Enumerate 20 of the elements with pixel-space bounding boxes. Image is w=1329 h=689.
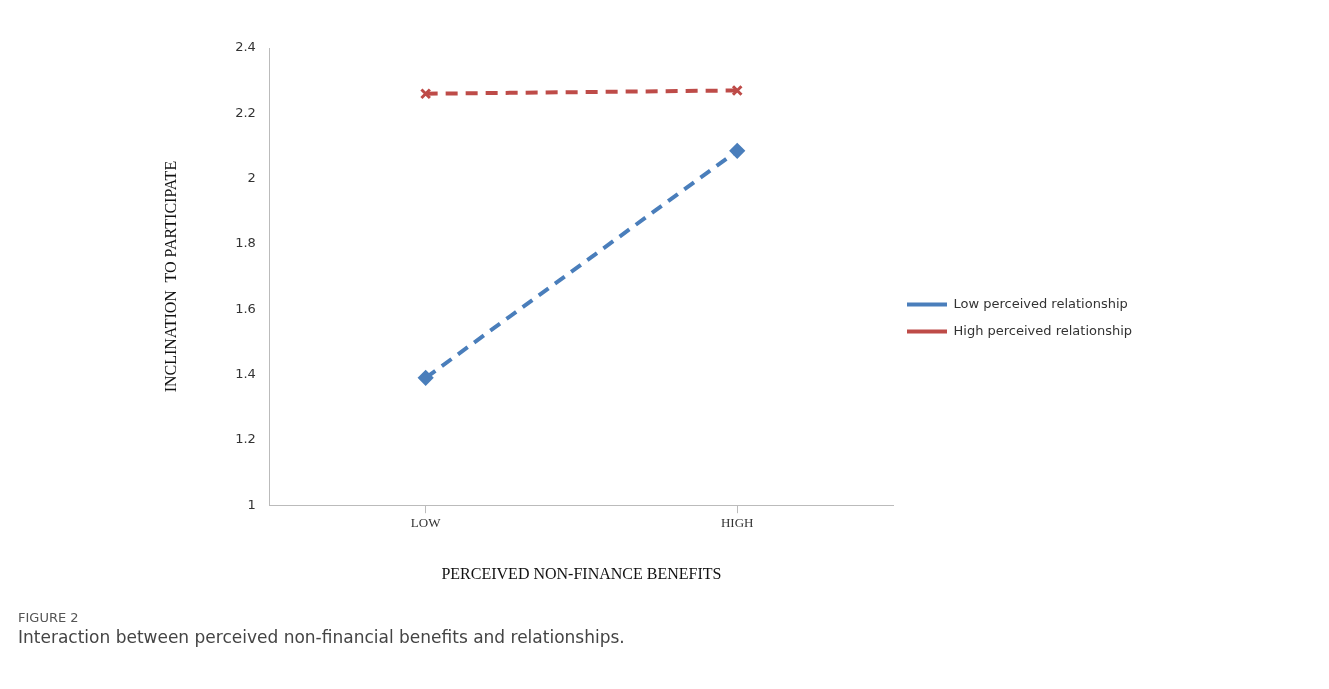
y-tick-label: 1.8 <box>235 235 256 251</box>
x-axis-title: PERCEIVED NON-FINANCE BENEFITS <box>441 564 722 582</box>
point <box>418 370 434 386</box>
y-axis-title: INCLINATION TO PARTICIPATE <box>161 160 179 393</box>
point <box>729 143 745 159</box>
y-tick-label: 2.4 <box>235 39 256 55</box>
point <box>419 87 432 100</box>
y-tick-label: 1 <box>247 496 256 512</box>
y-tick-label: 1.4 <box>235 365 256 381</box>
x-tick-label: HIGH <box>720 515 754 531</box>
y-tick-label: 1.6 <box>235 300 256 316</box>
legend-label: Low perceived relationship <box>953 295 1128 311</box>
y-tick-label: 2.2 <box>235 104 256 120</box>
point <box>731 84 743 97</box>
caption: FIGURE 2 <box>18 610 80 625</box>
legend-label: High perceived relationship <box>953 322 1133 338</box>
y-tick-label: 2 <box>247 170 256 185</box>
y-tick-label: 1.2 <box>235 431 256 447</box>
text: Interaction between perceived non-financial benefits and relationships. <box>18 627 626 647</box>
x-tick-label: LOW <box>410 515 442 531</box>
